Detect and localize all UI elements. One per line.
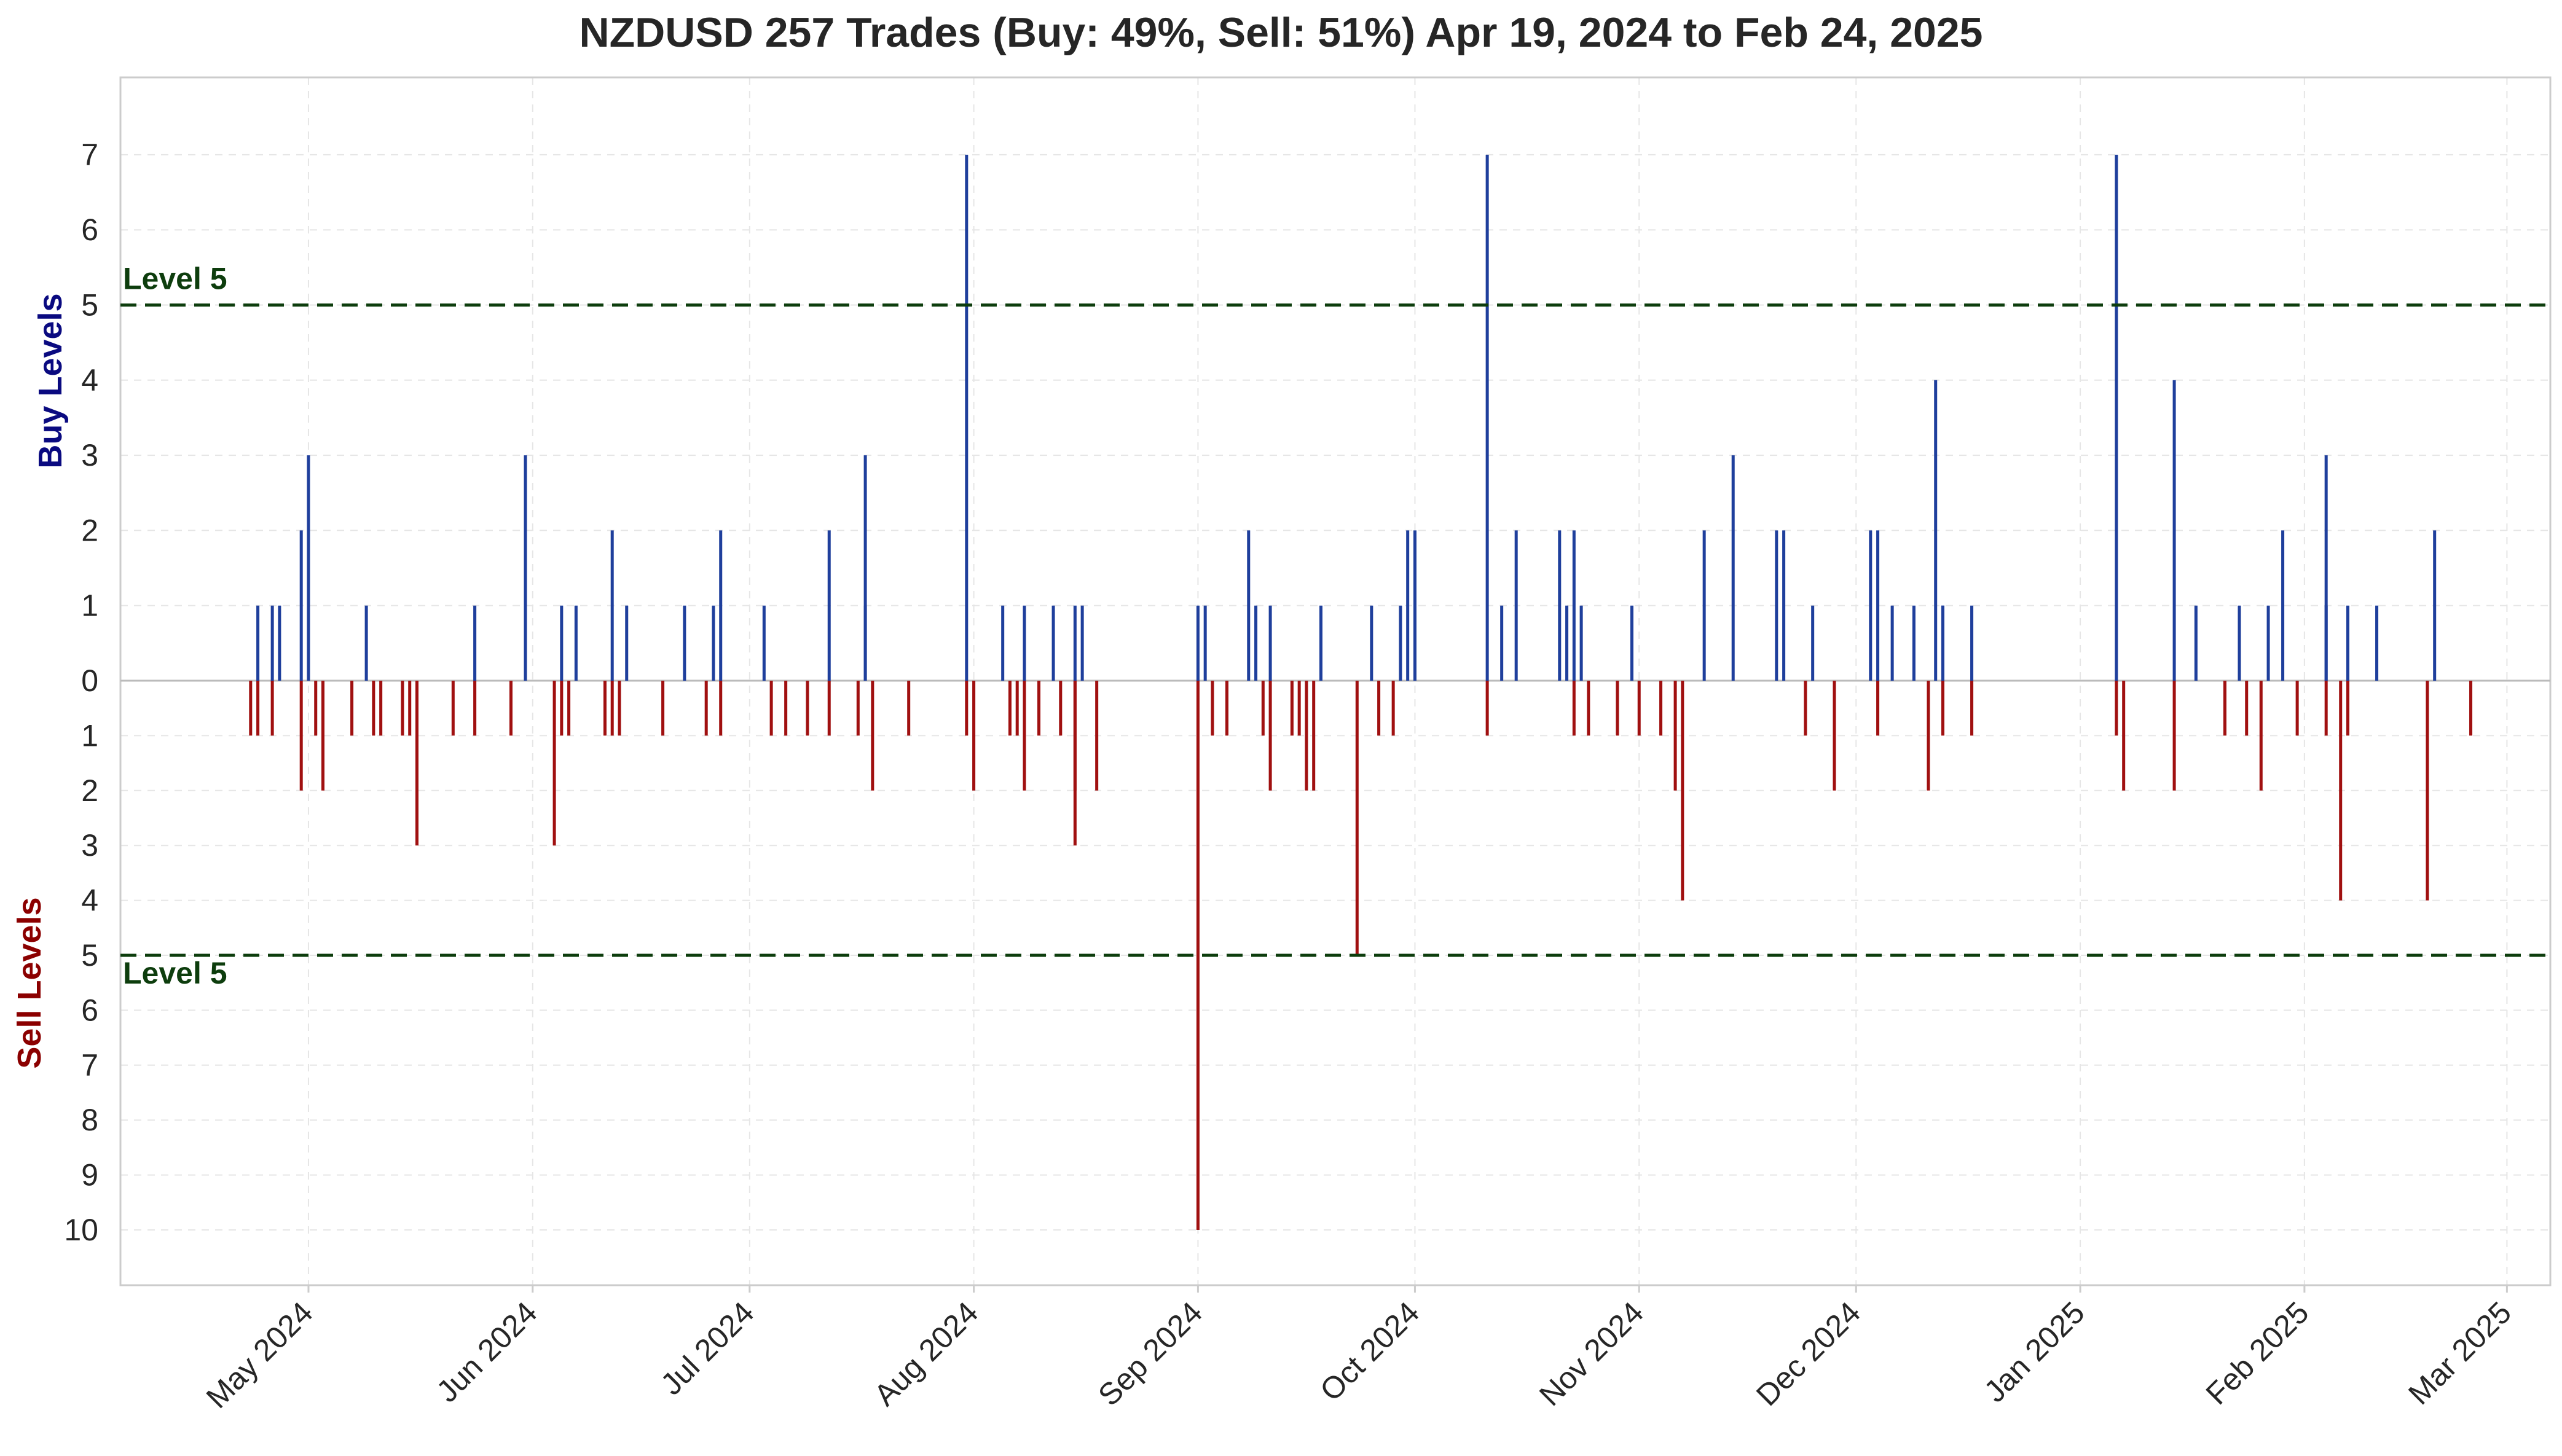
buy-tick-label: 3 — [81, 438, 98, 472]
chart-title: NZDUSD 257 Trades (Buy: 49%, Sell: 51%) … — [579, 9, 1983, 56]
sell-tick-label: 4 — [81, 883, 98, 918]
sell-tick-label: 9 — [81, 1158, 98, 1192]
x-tick-label: Mar 2025 — [2402, 1295, 2518, 1411]
sell-tick-label: 1 — [81, 718, 98, 753]
x-tick-label: Dec 2024 — [1750, 1295, 1867, 1412]
sell-tick-label: 7 — [81, 1048, 98, 1082]
buy-tick-label: 0 — [81, 663, 98, 698]
buy-axis-label: Buy Levels — [32, 293, 69, 468]
sell-tick-label: 10 — [64, 1213, 98, 1247]
buy-tick-label: 4 — [81, 363, 98, 397]
bars-layer — [249, 154, 2473, 1230]
ref-layer: Level 5 Level 5 — [120, 262, 2550, 990]
buy-tick-label: 6 — [81, 213, 98, 247]
reference-label-sell: Level 5 — [123, 956, 227, 990]
sell-tick-label: 6 — [81, 993, 98, 1027]
x-tick-label: May 2024 — [200, 1295, 320, 1415]
sell-tick-label: 2 — [81, 773, 98, 808]
x-tick-label: Nov 2024 — [1533, 1295, 1650, 1412]
tick-layer: 0 1 2 3 4 5 6 7 1 2 3 4 5 6 7 8 9 10 May 2024 Jun 2024 Jul 2… — [64, 138, 2518, 1415]
reference-label-buy: Level 5 — [123, 262, 227, 296]
sell-tick-label: 8 — [81, 1103, 98, 1137]
x-tick-label: Jan 2025 — [1978, 1295, 2091, 1409]
buy-tick-label: 5 — [81, 288, 98, 323]
sell-axis-label: Sell Levels — [11, 897, 48, 1068]
buy-tick-label: 1 — [81, 589, 98, 623]
x-tick-label: Jul 2024 — [654, 1295, 760, 1401]
x-tick-label: Jun 2024 — [430, 1295, 543, 1409]
buy-tick-label: 7 — [81, 138, 98, 172]
x-tick-label: Sep 2024 — [1091, 1295, 1209, 1412]
x-tick-label: Aug 2024 — [867, 1295, 984, 1412]
x-tick-label: Feb 2025 — [2199, 1295, 2316, 1411]
sell-tick-label: 5 — [81, 938, 98, 973]
sell-tick-label: 3 — [81, 828, 98, 863]
x-tick-label: Oct 2024 — [1313, 1295, 1426, 1407]
buy-tick-label: 2 — [81, 513, 98, 547]
